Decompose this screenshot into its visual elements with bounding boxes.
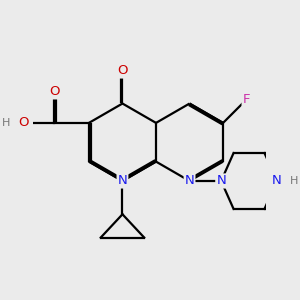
Text: F: F (243, 93, 250, 106)
Text: N: N (118, 175, 127, 188)
Text: N: N (272, 175, 282, 188)
Text: H: H (290, 176, 298, 186)
Text: H: H (2, 118, 10, 128)
Text: N: N (185, 175, 194, 188)
Text: O: O (117, 64, 128, 77)
Text: N: N (216, 175, 226, 188)
Text: O: O (18, 116, 28, 129)
Text: O: O (49, 85, 59, 98)
